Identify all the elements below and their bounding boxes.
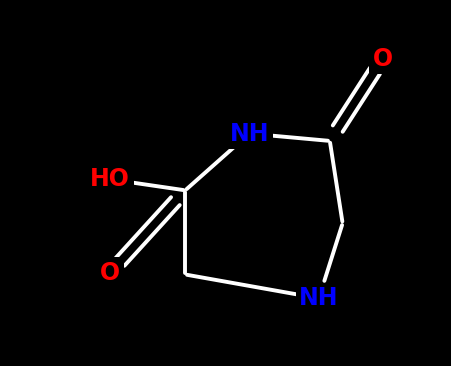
Text: O: O bbox=[100, 261, 120, 285]
Text: HO: HO bbox=[90, 167, 130, 191]
Text: NH: NH bbox=[299, 286, 339, 310]
Text: O: O bbox=[373, 46, 393, 71]
Text: NH: NH bbox=[230, 122, 269, 146]
